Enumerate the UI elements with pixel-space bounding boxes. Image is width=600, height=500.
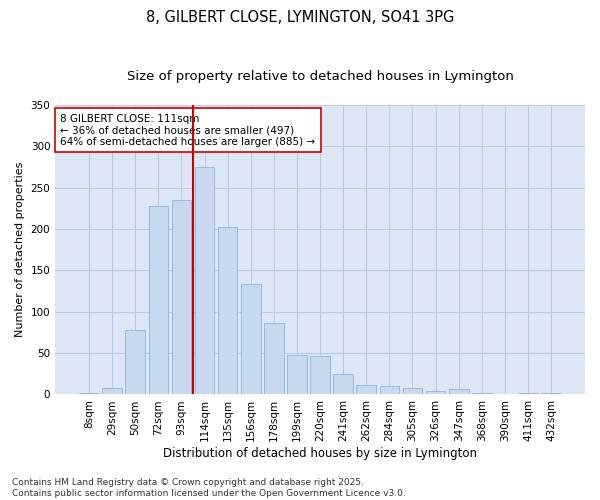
- Bar: [426, 391, 445, 394]
- Bar: [195, 167, 214, 394]
- Bar: [472, 393, 491, 394]
- Text: 8 GILBERT CLOSE: 111sqm
← 36% of detached houses are smaller (497)
64% of semi-d: 8 GILBERT CLOSE: 111sqm ← 36% of detache…: [61, 114, 316, 147]
- Text: 8, GILBERT CLOSE, LYMINGTON, SO41 3PG: 8, GILBERT CLOSE, LYMINGTON, SO41 3PG: [146, 10, 454, 25]
- Text: Contains HM Land Registry data © Crown copyright and database right 2025.
Contai: Contains HM Land Registry data © Crown c…: [12, 478, 406, 498]
- Title: Size of property relative to detached houses in Lymington: Size of property relative to detached ho…: [127, 70, 514, 83]
- Bar: [403, 388, 422, 394]
- Bar: [103, 388, 122, 394]
- Bar: [172, 200, 191, 394]
- Bar: [125, 330, 145, 394]
- Bar: [287, 355, 307, 395]
- Bar: [241, 284, 260, 395]
- Bar: [380, 386, 399, 394]
- Bar: [356, 386, 376, 394]
- Bar: [541, 393, 561, 394]
- Bar: [264, 322, 284, 394]
- Bar: [334, 374, 353, 394]
- Bar: [79, 393, 99, 394]
- Bar: [518, 393, 538, 394]
- Bar: [149, 206, 168, 394]
- X-axis label: Distribution of detached houses by size in Lymington: Distribution of detached houses by size …: [163, 447, 477, 460]
- Y-axis label: Number of detached properties: Number of detached properties: [15, 162, 25, 338]
- Bar: [218, 226, 238, 394]
- Bar: [310, 356, 330, 395]
- Bar: [449, 390, 469, 394]
